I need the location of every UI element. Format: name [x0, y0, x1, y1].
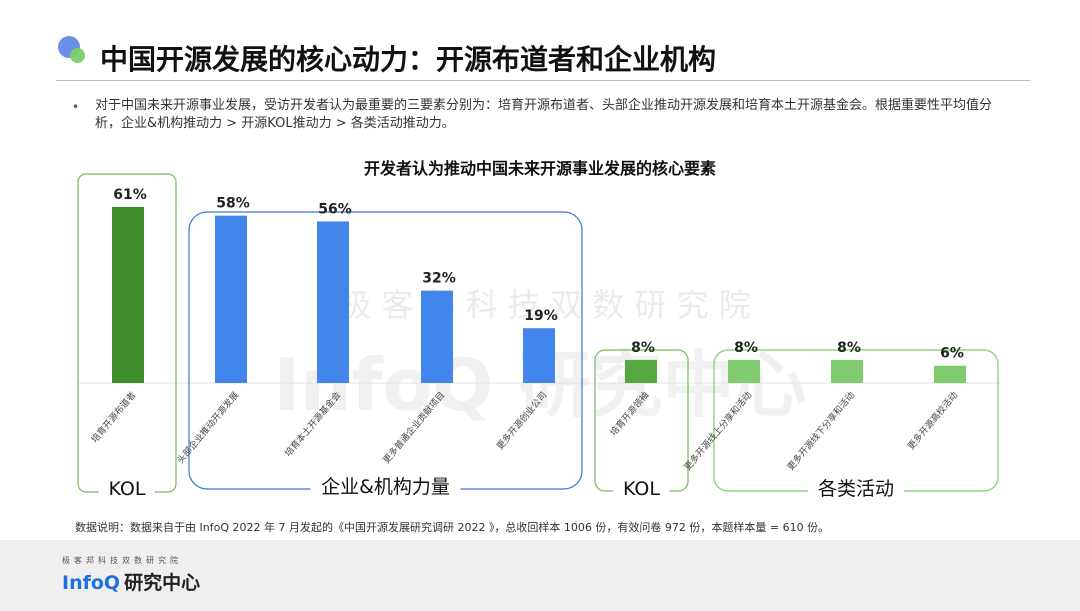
- group-label-3: 各类活动: [818, 478, 894, 500]
- bar-0: [112, 207, 144, 383]
- logo-subtitle: 极客邦科技双数研究院: [62, 556, 182, 565]
- title-decoration-icon: [58, 36, 88, 66]
- page-title: 中国开源发展的核心动力：开源布道者和企业机构: [100, 43, 717, 76]
- category-label-0: 培育开源布道者: [89, 389, 139, 445]
- category-label-1: 头部企业推动开源发展: [174, 389, 241, 466]
- group-label-2: KOL: [623, 478, 660, 500]
- summary-text: 对于中国未来开源事业发展，受访开发者认为最重要的三要素分别为：培育开源布道者、头…: [95, 98, 993, 131]
- group-label-0: KOL: [109, 478, 146, 500]
- bar-4: [523, 328, 555, 383]
- value-label-2: 56%: [318, 201, 352, 217]
- bar-8: [934, 365, 966, 383]
- group-label-bg-1: [310, 476, 461, 502]
- logo-cn-text: 研究中心: [124, 572, 201, 594]
- value-label-5: 8%: [631, 340, 655, 356]
- group-label-bg-2: [613, 478, 670, 504]
- group-label-bg-3: [808, 478, 904, 504]
- data-source-note: 数据说明：数据来自于由 InfoQ 2022 年 7 月发起的《中国开源发展研究…: [75, 521, 830, 534]
- chart-title: 开发者认为推动中国未来开源事业发展的核心要素: [363, 159, 716, 178]
- bar-3: [421, 290, 453, 383]
- bar-5: [625, 359, 657, 383]
- infoq-logo: InfoQ 研究中心: [62, 568, 200, 595]
- value-label-1: 58%: [216, 196, 250, 212]
- bar-7: [831, 359, 863, 383]
- bar-6: [728, 359, 760, 383]
- footer-band: [0, 540, 1080, 611]
- group-label-bg-0: [99, 479, 155, 505]
- value-label-4: 19%: [524, 308, 558, 324]
- title-divider: [56, 80, 1030, 81]
- value-label-7: 8%: [837, 340, 861, 356]
- value-label-0: 61%: [113, 187, 147, 203]
- bar-2: [317, 221, 349, 383]
- logo-infoq-text: InfoQ: [62, 572, 121, 594]
- value-label-8: 6%: [940, 346, 964, 362]
- category-label-8: 更多开源高校活动: [905, 389, 960, 452]
- bullet-icon: •: [72, 100, 80, 114]
- value-label-3: 32%: [422, 271, 456, 287]
- watermark-top-text: 极 客 邦 科 技 双 数 研 究 院: [339, 286, 751, 324]
- group-label-1: 企业&机构力量: [321, 476, 450, 498]
- value-label-6: 8%: [734, 340, 758, 356]
- bar-1: [215, 215, 247, 383]
